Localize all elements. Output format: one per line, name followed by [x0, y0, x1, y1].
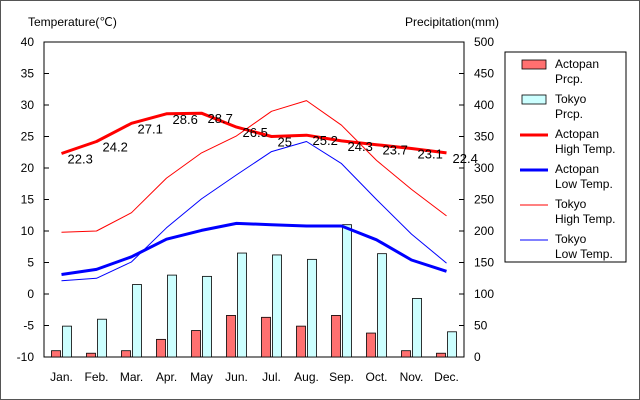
left-tick-label: 30 — [21, 98, 35, 112]
precip-bar — [436, 352, 446, 358]
right-tick-label: 250 — [474, 193, 494, 207]
x-tick-label: Oct. — [365, 370, 387, 384]
x-tick-label: Nov. — [400, 370, 424, 384]
temperature-lines — [61, 100, 447, 282]
legend-label: Actopan — [555, 57, 599, 71]
legend-label: High Temp. — [555, 212, 615, 226]
precip-bar — [237, 252, 247, 358]
right-tick-label: 450 — [474, 67, 494, 81]
legend-swatch — [521, 94, 547, 105]
x-tick-label: Aug. — [294, 370, 319, 384]
precip-bar — [261, 316, 271, 358]
precip-bar — [272, 254, 282, 358]
temperature-line — [61, 100, 447, 233]
left-tick-label: 10 — [21, 224, 35, 238]
left-tick-label: 15 — [21, 193, 35, 207]
precip-bar — [226, 315, 236, 358]
right-tick-label: 500 — [474, 35, 494, 49]
x-tick-label: Sep. — [329, 370, 354, 384]
right-tick-label: 350 — [474, 130, 494, 144]
x-tick-label: Jun. — [225, 370, 248, 384]
precip-bar — [401, 350, 411, 358]
data-label: 23.7 — [383, 143, 408, 158]
precip-bar — [156, 338, 166, 358]
precip-bar — [447, 331, 457, 358]
precip-bar — [97, 318, 107, 358]
x-tick-label: Jul. — [262, 370, 281, 384]
right-tick-label: 100 — [474, 287, 494, 301]
left-axis-title: Temperature(℃) — [28, 15, 117, 29]
data-label: 24.2 — [103, 140, 128, 155]
temperature-line — [61, 221, 447, 276]
left-tick-label: 0 — [27, 287, 34, 301]
data-label: 22.4 — [453, 151, 478, 166]
precip-bar — [51, 350, 61, 358]
right-tick-label: 200 — [474, 224, 494, 238]
x-tick-label: Feb. — [84, 370, 108, 384]
precip-bar — [202, 275, 212, 358]
right-axis-title: Precipitation(mm) — [405, 15, 499, 29]
left-tick-label: -5 — [23, 319, 34, 333]
data-label: 28.7 — [208, 111, 233, 126]
precip-bar — [121, 350, 131, 358]
precip-bar — [366, 332, 376, 358]
legend-label: Prcp. — [555, 72, 583, 86]
legend-label: High Temp. — [555, 142, 615, 156]
left-tick-label: 20 — [21, 161, 35, 175]
left-tick-label: 40 — [21, 35, 35, 49]
x-tick-label: May — [190, 370, 213, 384]
precip-bar — [377, 253, 387, 358]
precip-bar — [331, 315, 341, 358]
data-label: 26.5 — [243, 125, 268, 140]
plot-area — [43, 41, 465, 358]
legend-label: Tokyo — [555, 232, 587, 246]
left-tick-label: -10 — [17, 350, 35, 364]
x-tick-label: Apr. — [156, 370, 177, 384]
precip-bar — [62, 325, 72, 358]
left-tick-label: 25 — [21, 130, 35, 144]
data-label: 25.2 — [313, 133, 338, 148]
legend-box — [504, 51, 627, 263]
temperature-line — [61, 111, 447, 155]
x-tick-label: Dec. — [434, 370, 459, 384]
legend-label: Low Temp. — [555, 177, 613, 191]
precip-bar — [132, 284, 142, 358]
data-label: 23.1 — [418, 146, 443, 161]
legend-label: Prcp. — [555, 107, 583, 121]
precip-bar — [167, 274, 177, 358]
legend-label: Tokyo — [555, 197, 587, 211]
axis-ticks: 4035302520151050-5-105004504003503002502… — [17, 35, 495, 384]
data-label: 24.3 — [348, 139, 373, 154]
data-label: 22.3 — [68, 152, 93, 167]
right-tick-label: 0 — [474, 350, 481, 364]
legend-label: Low Temp. — [555, 247, 613, 261]
precip-bar — [191, 330, 201, 358]
right-tick-label: 50 — [474, 319, 488, 333]
data-label: 28.6 — [173, 112, 198, 127]
precip-bar — [86, 352, 96, 358]
left-tick-label: 5 — [27, 256, 34, 270]
precip-bar — [307, 258, 317, 358]
precip-bar — [342, 224, 352, 358]
x-tick-label: Mar. — [120, 370, 143, 384]
legend-label: Actopan — [555, 162, 599, 176]
precip-bar — [412, 298, 422, 358]
x-tick-label: Jan. — [50, 370, 73, 384]
temperature-line — [61, 141, 447, 282]
left-tick-label: 35 — [21, 67, 35, 81]
data-labels: 22.3 24.2 27.1 28.6 28.7 26.5 25 25.2 24.3 23.7 23… — [68, 111, 478, 166]
data-label: 25 — [278, 135, 292, 150]
right-tick-label: 300 — [474, 161, 494, 175]
data-label: 27.1 — [138, 121, 163, 136]
legend-label: Tokyo — [555, 92, 587, 106]
right-tick-label: 150 — [474, 256, 494, 270]
precip-bar — [296, 325, 306, 358]
legend-label: Actopan — [555, 127, 599, 141]
right-tick-label: 400 — [474, 98, 494, 112]
precipitation-bars — [51, 224, 457, 358]
legend-swatch — [521, 59, 547, 70]
